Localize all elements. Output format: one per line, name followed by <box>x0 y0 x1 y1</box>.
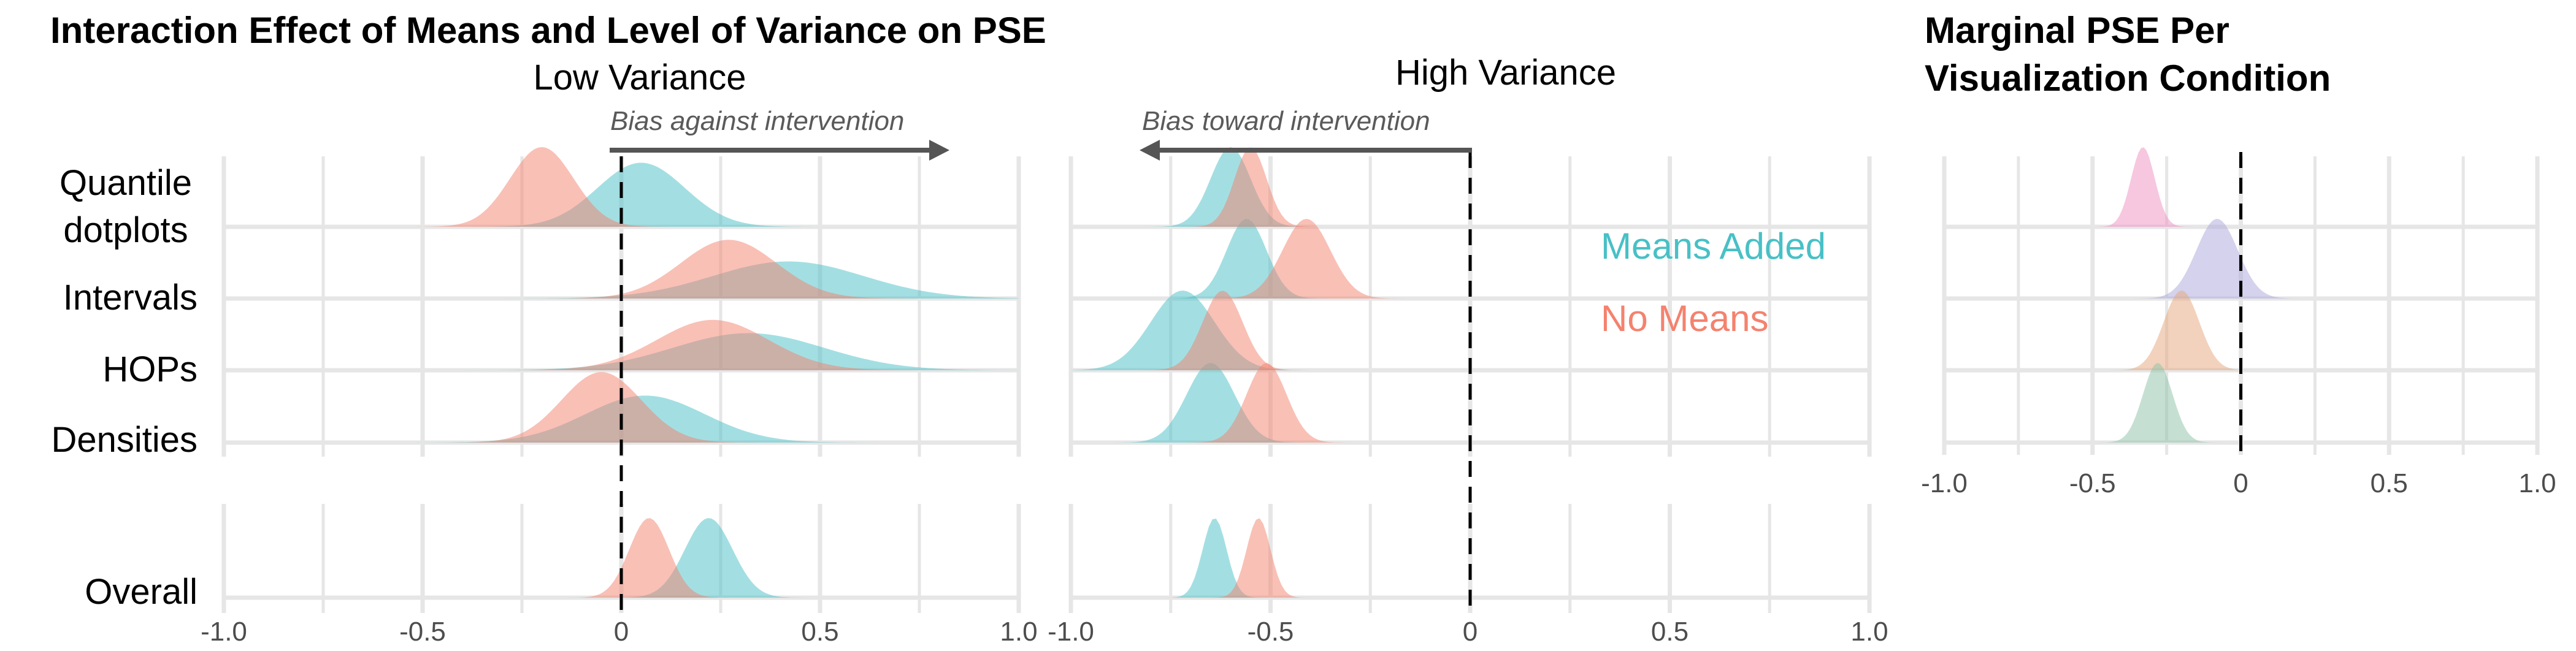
density-no-means-hops <box>1071 291 1869 370</box>
row-label-densities: Densities <box>51 420 197 460</box>
x-tick-label: 0 <box>614 617 629 647</box>
x-tick-label: -0.5 <box>1248 617 1294 647</box>
density-means-added-quantile-dotplots <box>1071 147 1869 227</box>
x-tick-label: 1.0 <box>1850 617 1888 647</box>
row-label-hops: HOPs <box>102 349 197 389</box>
row-label-quantile-line1: Quantile <box>59 163 192 203</box>
x-tick-label: -1.0 <box>1921 468 1968 498</box>
panel-title-low-variance: Low Variance <box>533 58 746 97</box>
arrowhead-bias-against <box>929 140 949 161</box>
density-no-means-hops <box>224 319 1019 370</box>
arrowhead-bias-toward <box>1140 140 1160 161</box>
x-tick-label: -0.5 <box>399 617 446 647</box>
x-tick-label: 0.5 <box>2371 468 2408 498</box>
panel-low-variance: -1.0 -0.5 0 0.5 1.0 <box>201 147 1038 647</box>
annotation-bias-against-label: Bias against intervention <box>610 106 904 136</box>
x-tick-label: 1.0 <box>1000 617 1037 647</box>
density-no-means-overall <box>1071 518 1869 598</box>
panel-title-high-variance: High Variance <box>1395 53 1616 93</box>
main-title: Interaction Effect of Means and Level of… <box>50 10 1046 51</box>
panel-high-variance: -1.0 -0.5 0 0.5 1.0 <box>1048 147 1888 647</box>
annotation-bias-against: Bias against intervention <box>610 106 949 161</box>
marginal-title-line1: Marginal PSE Per <box>1925 10 2229 51</box>
x-tick-label: 0 <box>2233 468 2248 498</box>
x-tick-label: 0 <box>1463 617 1478 647</box>
x-tick-label: -1.0 <box>201 617 247 647</box>
row-label-intervals: Intervals <box>63 278 197 318</box>
x-tick-label: 0.5 <box>801 617 838 647</box>
annotation-bias-toward-label: Bias toward intervention <box>1142 106 1430 136</box>
x-tick-label: 1.0 <box>2518 468 2556 498</box>
density-no-means-densities <box>1071 363 1869 443</box>
panel-marginal-pse-per-visualization-condition: -1.0 -0.5 0 0.5 1.0 <box>1921 147 2556 498</box>
chart-panels: -1.0 -0.5 0 0.5 1.0 -1.0 -0.5 0 0.5 1.0 -1.0 -0.5 0 0… <box>201 147 2556 647</box>
legend-no-means: No Means <box>1601 298 1768 339</box>
legend-means-added: Means Added <box>1601 226 1826 267</box>
density-no-means-intervals <box>1071 219 1869 299</box>
density-means-added-hops <box>224 333 1019 370</box>
row-label-overall: Overall <box>85 572 197 612</box>
marginal-title-line2: Visualization Condition <box>1925 58 2331 99</box>
density-means-added-densities <box>1071 363 1869 443</box>
row-label-quantile-line2: dotplots <box>63 210 188 250</box>
density-no-means-quantile-dotplots <box>1071 147 1869 227</box>
density-no-means-densities <box>224 372 1019 443</box>
x-tick-label: 0.5 <box>1651 617 1689 647</box>
density-means-added-hops <box>1071 291 1869 370</box>
annotation-bias-toward: Bias toward intervention <box>1140 106 1472 161</box>
x-tick-label: -1.0 <box>1048 617 1094 647</box>
x-tick-label: -0.5 <box>2069 468 2116 498</box>
